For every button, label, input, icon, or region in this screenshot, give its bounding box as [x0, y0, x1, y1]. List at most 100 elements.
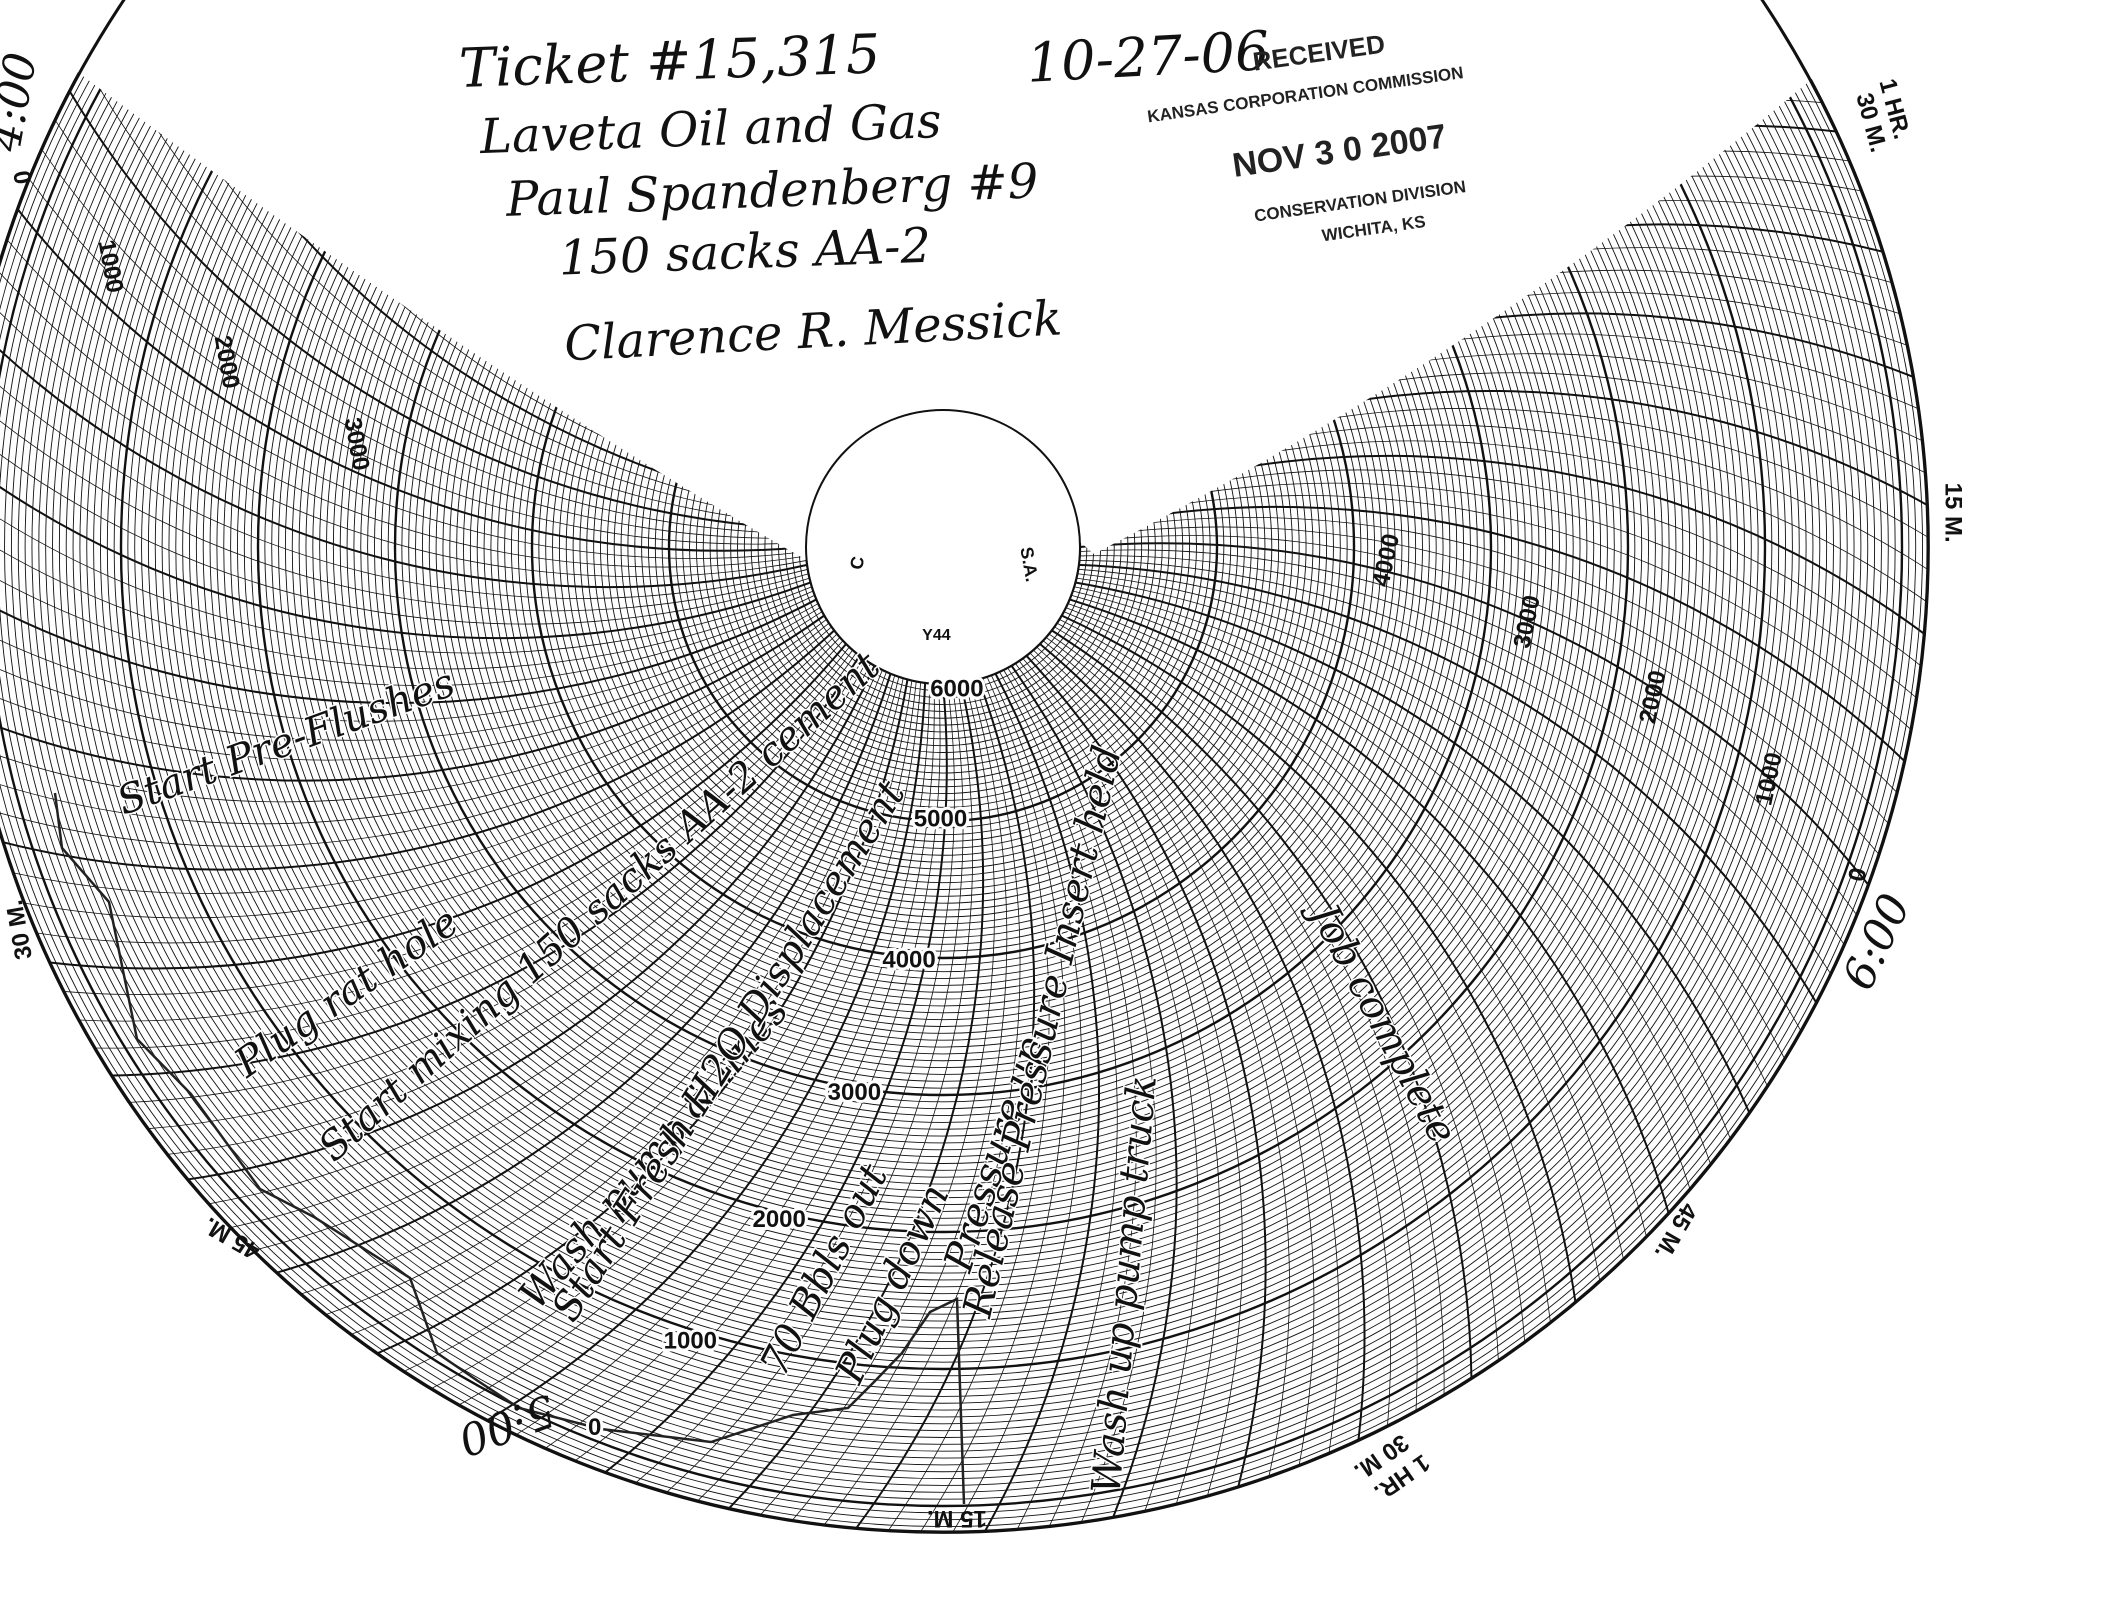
major-ring [0, 0, 1904, 1508]
minor-ring [380, 0, 1506, 1110]
ring-label: 3000 [1508, 593, 1546, 651]
major-time-line [0, 332, 808, 589]
major-time-line [3, 629, 835, 871]
minor-ring [134, 0, 1752, 1356]
major-ring [256, 0, 1630, 1234]
minor-time-line [1067, 603, 1647, 1237]
ring-label: 1000 [1750, 750, 1788, 808]
major-time-line [0, 614, 825, 782]
minor-time-line [0, 524, 814, 670]
minor-time-line [1033, 649, 1315, 1466]
ring-label: 3000 [339, 415, 375, 472]
minor-time-line [1003, 669, 1137, 1527]
handwritten-header: 150 sacks AA-2 [558, 218, 932, 287]
minor-ring [278, 0, 1608, 1212]
minor-ring [31, 0, 1855, 1459]
minor-time-line [1036, 646, 1340, 1454]
minor-ring [189, 0, 1697, 1301]
center-hole [805, 409, 1081, 685]
minor-ring [106, 0, 1780, 1384]
major-ring [119, 0, 1767, 1371]
minor-time-line [0, 626, 832, 847]
major-time-line [111, 655, 861, 1077]
handwritten-header: 10-27-06 [1025, 19, 1271, 95]
major-time-line [1010, 665, 1178, 1518]
minor-ring [113, 0, 1773, 1377]
major-time-line [1061, 614, 1577, 1303]
minor-ring [305, 0, 1581, 1185]
minor-ring [147, 0, 1739, 1343]
major-time-line [0, 588, 817, 704]
ring-label: 1000 [93, 238, 129, 295]
minor-ring [168, 0, 1718, 1322]
minor-time-line [999, 671, 1118, 1530]
ring-label: 2000 [752, 1206, 805, 1233]
minor-time-line [253, 671, 887, 1251]
minor-ring [0, 0, 1910, 1514]
minor-time-line [1077, 573, 1785, 1059]
major-time-line [984, 673, 1100, 1532]
minor-ring [45, 0, 1841, 1445]
minor-ring [0, 0, 1889, 1493]
minor-time-line [0, 607, 821, 741]
minor-time-line [791, 681, 1008, 1521]
minor-time-line [1029, 652, 1290, 1477]
major-time-line [1051, 629, 1473, 1379]
minor-time-line [208, 667, 879, 1205]
minor-time-line [1079, 535, 1880, 855]
minor-time-line [6, 239, 807, 559]
minor-time-line [823, 680, 1021, 1526]
minor-ring [141, 0, 1745, 1349]
major-time-line [376, 679, 909, 1355]
minor-time-line [888, 677, 1050, 1531]
minor-time-line [635, 683, 955, 1484]
minor-ring [72, 0, 1814, 1418]
chart-rim [0, 0, 1930, 1534]
major-time-line [187, 665, 876, 1181]
minor-time-line [0, 364, 808, 599]
minor-ring [353, 0, 1533, 1137]
major-time-line [1025, 655, 1267, 1487]
minor-time-line [1054, 626, 1499, 1361]
minor-time-line [697, 683, 974, 1502]
minor-ring [216, 0, 1670, 1274]
minor-ring [93, 0, 1793, 1397]
ring-label: 0 [7, 169, 36, 187]
major-time-line [728, 682, 985, 1510]
center-label: C [846, 555, 868, 571]
ring-label: 6000 [930, 676, 983, 703]
minor-time-line [0, 427, 810, 625]
major-time-line [486, 682, 927, 1422]
ring-label: 4000 [882, 946, 935, 973]
minor-ring [10, 0, 1876, 1480]
minor-time-line [1078, 568, 1802, 1032]
center-label: Y44 [922, 627, 951, 644]
minor-ring [202, 0, 1684, 1288]
ring-label: 2000 [1634, 668, 1672, 726]
minor-ring [230, 0, 1656, 1260]
minor-time-line [1079, 516, 1898, 793]
minor-time-line [167, 663, 872, 1155]
minor-ring [175, 0, 1711, 1315]
minor-time-line [515, 683, 930, 1436]
minor-time-line [0, 611, 823, 761]
handwritten-header: Ticket #15,315 [458, 22, 881, 100]
minor-time-line [952, 675, 1082, 1533]
minor-time-line [0, 492, 813, 654]
minor-time-line [28, 178, 807, 545]
minor-time-line [666, 683, 964, 1493]
minor-ring [24, 0, 1862, 1466]
minor-ring [182, 0, 1704, 1308]
major-time-line [1039, 643, 1366, 1441]
minor-time-line [0, 556, 815, 686]
minor-time-line [84, 62, 808, 526]
minor-time-line [1065, 607, 1624, 1260]
minor-ring [79, 0, 1807, 1411]
minor-time-line [129, 658, 864, 1103]
minor-ring [271, 0, 1615, 1219]
minor-ring [374, 0, 1512, 1116]
major-ring [393, 0, 1493, 1097]
major-time-line [49, 643, 847, 970]
minor-time-line [13, 633, 838, 894]
